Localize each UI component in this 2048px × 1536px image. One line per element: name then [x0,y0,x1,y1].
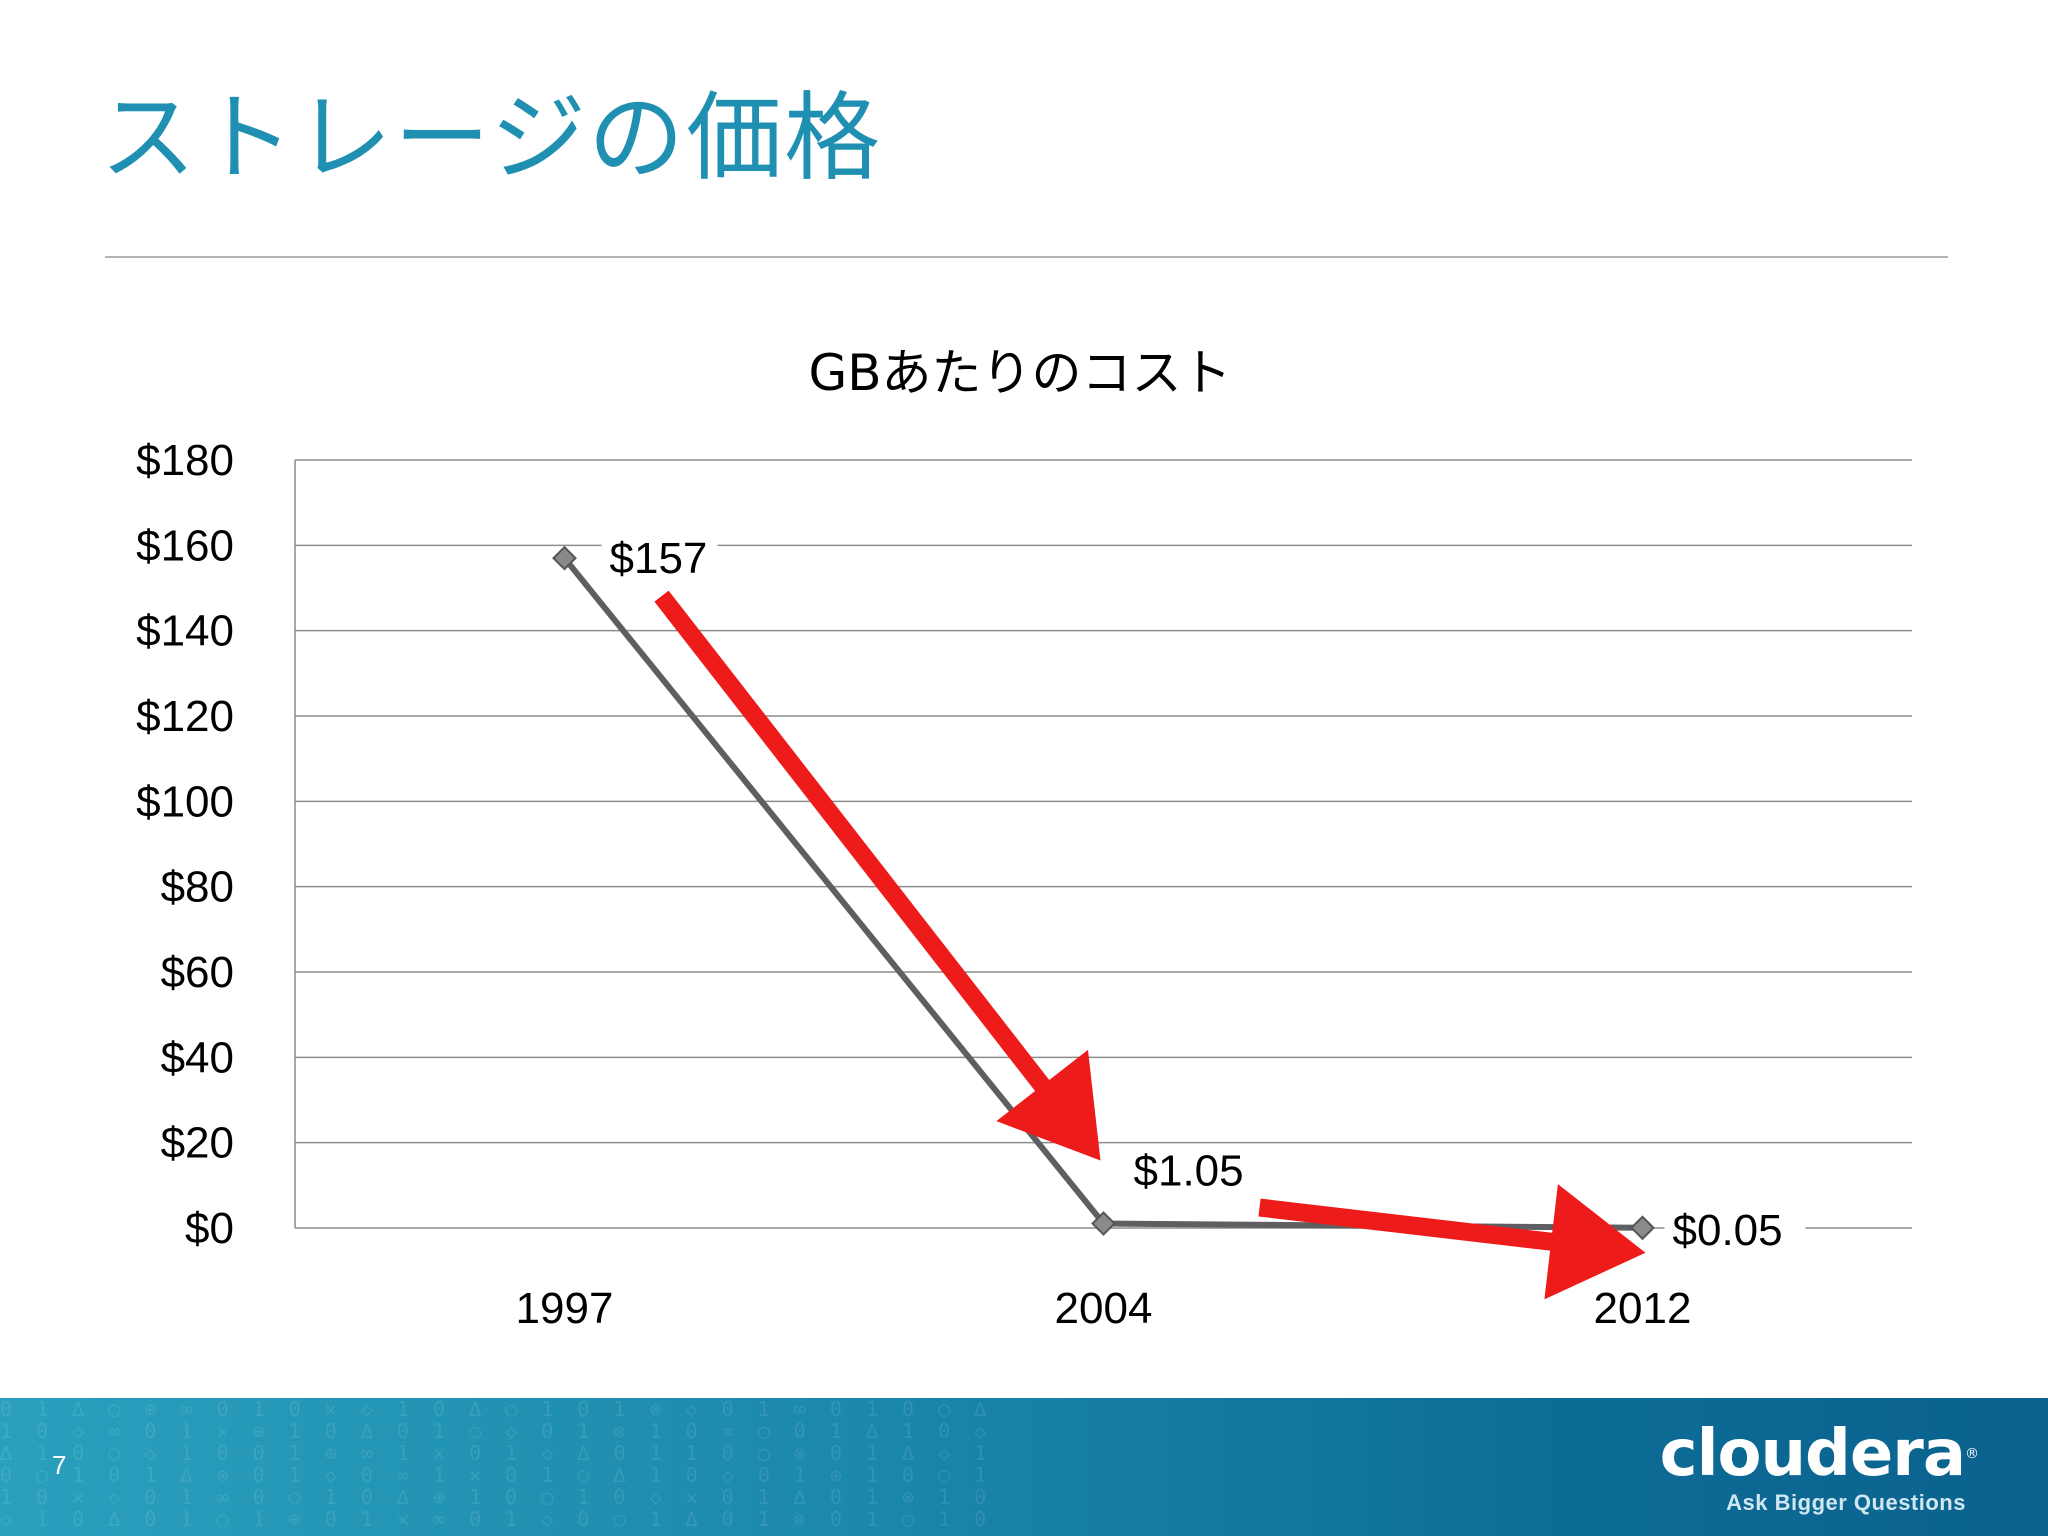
arrow-shape [654,590,1101,1161]
x-tick-label: 2004 [1055,1284,1153,1333]
data-point-marker [552,545,577,571]
footer-pattern: 0 1 ∆ ◯ ⊕ ∞ 0 1 0 ✕ ◇ 1 0 ∆ ○ 1 0 1 ⊗ ◇ … [0,1398,993,1531]
data-label-background [1664,1204,1806,1257]
data-label: $0.05 [1673,1206,1783,1255]
y-tick-label: $60 [161,948,234,997]
data-point-marker [1630,1215,1655,1241]
data-point-marker [1091,1211,1116,1236]
chart-title: GBあたりのコスト [808,344,1231,402]
arrow-shape [1258,1184,1646,1300]
gridlines [294,459,1912,1229]
y-axis-ticks: $0 $20 $40 $60 $80 $100 $120 $140 $160 $180 [136,436,234,1253]
x-tick-label: 2012 [1594,1284,1692,1333]
series-line-path [562,556,1643,1231]
page-number: 7 [52,1450,67,1480]
x-axis-ticks: 1997 2004 2012 [516,1284,1692,1333]
slide-title: ストレージの価格 [100,82,883,194]
cost-per-gb-chart: GBあたりのコスト $0 $20 $40 $60 $80 $100 $120 $140 $160… [136,344,1912,1333]
title-divider [105,256,1948,258]
annotation-arrows [654,590,1646,1300]
series-markers [552,545,1655,1241]
data-label: $1.05 [1134,1147,1244,1196]
data-labels: $157 $1.05 $0.05 [601,533,1806,1257]
x-tick-label: 1997 [516,1284,614,1333]
data-label-background [601,533,718,586]
logo-tagline: Ask Bigger Questions [1726,1490,1966,1515]
arrow-1997-2004 [654,590,1101,1161]
series-line [562,556,1643,1231]
y-tick-label: $160 [136,521,234,570]
footer-bar: 0 1 ∆ ◯ ⊕ ∞ 0 1 0 ✕ ◇ 1 0 ∆ ○ 1 0 1 ⊗ ◇ … [0,1398,2048,1536]
y-tick-label: $120 [136,692,234,741]
y-tick-label: $80 [161,863,234,912]
arrow-2004-2012 [1258,1184,1646,1300]
y-tick-label: $180 [136,436,234,485]
y-tick-label: $0 [185,1204,234,1253]
y-tick-label: $20 [161,1119,234,1168]
y-tick-label: $100 [136,777,234,826]
cloudera-logo: cloudera® [1659,1417,1979,1491]
data-label-background [1125,1145,1267,1198]
y-tick-label: $40 [161,1033,234,1082]
y-tick-label: $140 [136,607,234,656]
data-label: $157 [610,534,708,583]
